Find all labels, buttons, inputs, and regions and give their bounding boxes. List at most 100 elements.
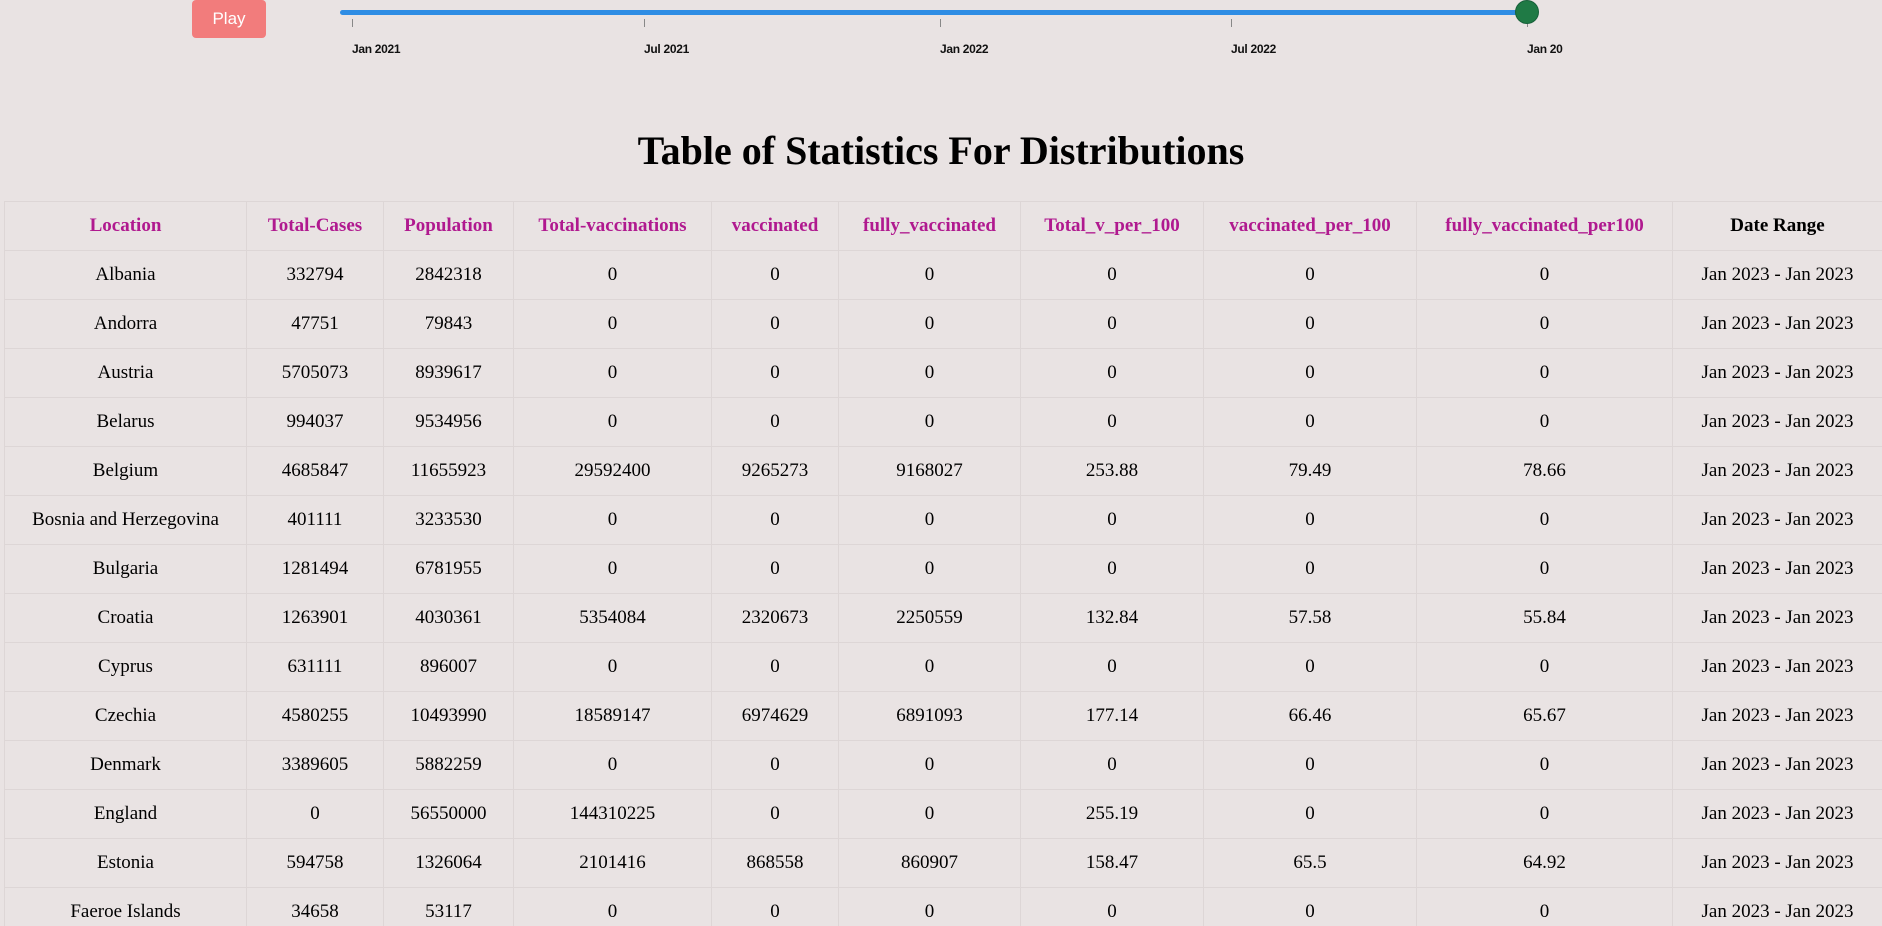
timeline-tick-label: Jan 2021: [352, 42, 401, 56]
table-cell: Albania: [4, 250, 247, 300]
timeline-track[interactable]: [340, 10, 1528, 15]
table-cell: Jan 2023 - Jan 2023: [1672, 691, 1882, 741]
timeline-tick-label: Jul 2021: [644, 42, 689, 56]
table-cell: 0: [838, 740, 1021, 790]
column-header-total-cases[interactable]: Total-Cases: [246, 201, 384, 251]
table-cell: 0: [513, 397, 712, 447]
table-cell: 2250559: [838, 593, 1021, 643]
table-cell: Jan 2023 - Jan 2023: [1672, 838, 1882, 888]
timeline-slider[interactable]: Jan 2021 Jul 2021 Jan 2022 Jul 2022 Jan …: [340, 0, 1565, 62]
table-cell: 5882259: [383, 740, 514, 790]
table-cell: 55.84: [1416, 593, 1673, 643]
table-cell: 0: [711, 348, 839, 398]
table-cell: 132.84: [1020, 593, 1204, 643]
table-cell: 0: [1416, 544, 1673, 594]
table-cell: 47751: [246, 299, 384, 349]
table-cell: 0: [711, 299, 839, 349]
table-cell: 0: [513, 740, 712, 790]
table-cell: 332794: [246, 250, 384, 300]
table-cell: 0: [513, 544, 712, 594]
timeline-tick: [1527, 19, 1528, 27]
column-header-fully-vaccinated-per100[interactable]: fully_vaccinated_per100: [1416, 201, 1673, 251]
table-row: Bosnia and Herzegovina 401111 3233530 0 0 0 0 0…: [4, 495, 1882, 545]
table-cell: 2320673: [711, 593, 839, 643]
table-cell: Jan 2023 - Jan 2023: [1672, 642, 1882, 692]
table-cell: Jan 2023 - Jan 2023: [1672, 593, 1882, 643]
table-cell: 631111: [246, 642, 384, 692]
table-row: Belgium 4685847 11655923 29592400 9265273 916…: [4, 446, 1882, 496]
table-row: Cyprus 631111 896007 0 0 0 0 0 0 Jan 2023 - Jan 2…: [4, 642, 1882, 692]
timeline-tick-label: Jul 2022: [1231, 42, 1276, 56]
table-cell: 3389605: [246, 740, 384, 790]
timeline-tick: [1231, 19, 1232, 27]
table-row: England 0 56550000 144310225 0 0 255.19 0 0 Jan 2…: [4, 789, 1882, 839]
table-cell: 177.14: [1020, 691, 1204, 741]
table-cell: England: [4, 789, 247, 839]
table-cell: 79843: [383, 299, 514, 349]
table-cell: 860907: [838, 838, 1021, 888]
table-row: Albania 332794 2842318 0 0 0 0 0 0 Jan 2023 - Jan…: [4, 250, 1882, 300]
table-cell: 2101416: [513, 838, 712, 888]
table-cell: Denmark: [4, 740, 247, 790]
table-cell: 0: [838, 642, 1021, 692]
table-cell: 0: [711, 544, 839, 594]
table-cell: 0: [711, 789, 839, 839]
table-cell: 253.88: [1020, 446, 1204, 496]
table-cell: 18589147: [513, 691, 712, 741]
table-cell: 0: [1020, 348, 1204, 398]
table-cell: 144310225: [513, 789, 712, 839]
column-header-fully-vaccinated[interactable]: fully_vaccinated: [838, 201, 1021, 251]
column-header-population[interactable]: Population: [383, 201, 514, 251]
play-button[interactable]: Play: [192, 0, 266, 38]
table-cell: 0: [1203, 495, 1417, 545]
table-row: Czechia 4580255 10493990 18589147 6974629 689…: [4, 691, 1882, 741]
table-cell: 0: [838, 397, 1021, 447]
table-cell: 0: [711, 642, 839, 692]
table-cell: Jan 2023 - Jan 2023: [1672, 495, 1882, 545]
table-cell: 9265273: [711, 446, 839, 496]
table-cell: Croatia: [4, 593, 247, 643]
table-cell: Jan 2023 - Jan 2023: [1672, 544, 1882, 594]
table-cell: 0: [513, 642, 712, 692]
table-cell: 0: [1020, 250, 1204, 300]
column-header-location[interactable]: Location: [4, 201, 247, 251]
table-cell: 0: [1203, 642, 1417, 692]
timeline-tick: [352, 19, 353, 27]
table-cell: 0: [838, 887, 1021, 926]
table-row: Bulgaria 1281494 6781955 0 0 0 0 0 0 Jan 2023 - J…: [4, 544, 1882, 594]
table-cell: 0: [1203, 789, 1417, 839]
table-cell: Czechia: [4, 691, 247, 741]
table-cell: Jan 2023 - Jan 2023: [1672, 887, 1882, 926]
column-header-total-v-per-100[interactable]: Total_v_per_100: [1020, 201, 1204, 251]
table-cell: 29592400: [513, 446, 712, 496]
table-cell: 57.58: [1203, 593, 1417, 643]
table-cell: 0: [246, 789, 384, 839]
column-header-vaccinated-per-100[interactable]: vaccinated_per_100: [1203, 201, 1417, 251]
table-cell: 0: [1416, 495, 1673, 545]
table-cell: Jan 2023 - Jan 2023: [1672, 250, 1882, 300]
table-cell: 5354084: [513, 593, 712, 643]
table-cell: 6974629: [711, 691, 839, 741]
table-cell: 0: [838, 789, 1021, 839]
table-cell: 401111: [246, 495, 384, 545]
table-row: Andorra 47751 79843 0 0 0 0 0 0 Jan 2023 - Jan 20…: [4, 299, 1882, 349]
timeline-handle[interactable]: [1516, 1, 1538, 23]
table-cell: 6891093: [838, 691, 1021, 741]
table-cell: 4580255: [246, 691, 384, 741]
column-header-vaccinated[interactable]: vaccinated: [711, 201, 839, 251]
table-cell: 5705073: [246, 348, 384, 398]
table-cell: 0: [1020, 495, 1204, 545]
table-cell: 0: [513, 495, 712, 545]
table-cell: 0: [711, 887, 839, 926]
timeline-tick-label: Jan 2022: [940, 42, 989, 56]
column-header-total-vaccinations[interactable]: Total-vaccinations: [513, 201, 712, 251]
timeline-tick-label: Jan 20: [1527, 42, 1563, 56]
table-cell: 868558: [711, 838, 839, 888]
table-cell: Austria: [4, 348, 247, 398]
timeline-tick: [940, 19, 941, 27]
table-cell: 0: [1416, 348, 1673, 398]
table-cell: 0: [1416, 740, 1673, 790]
table-cell: 0: [838, 544, 1021, 594]
table-cell: 0: [1203, 397, 1417, 447]
